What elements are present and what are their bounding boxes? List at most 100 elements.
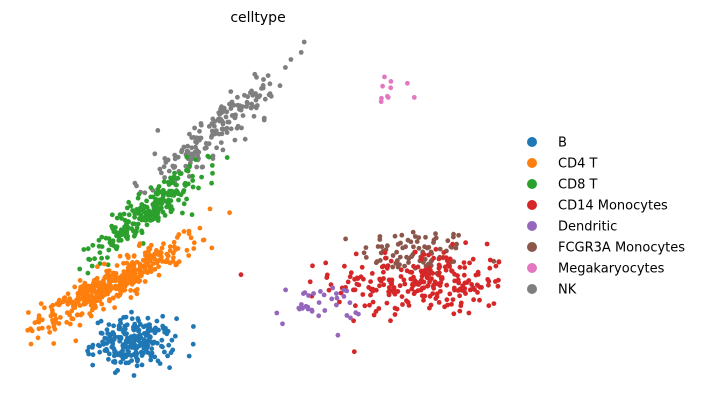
scatter-point [412, 249, 418, 255]
scatter-point [392, 305, 398, 311]
scatter-point [139, 353, 145, 358]
scatter-point [125, 335, 131, 341]
scatter-point [433, 235, 439, 241]
scatter-point [496, 259, 502, 265]
scatter-point [376, 306, 382, 311]
scatter-point [152, 354, 158, 360]
scatter-point [78, 312, 84, 318]
scatter-point [193, 144, 198, 150]
scatter-point [412, 278, 418, 283]
scatter-point [28, 341, 34, 347]
scatter-point [160, 259, 165, 264]
scatter-point [444, 282, 450, 288]
scatter-point [90, 352, 96, 358]
scatter-point [418, 280, 423, 285]
scatter-point [334, 295, 340, 301]
scatter-point [326, 287, 332, 293]
scatter-point [85, 270, 91, 276]
scatter-point [171, 192, 177, 198]
scatter-point [28, 326, 33, 332]
scatter-point [142, 265, 148, 271]
scatter-point [404, 254, 409, 260]
scatter-point [469, 282, 474, 287]
scatter-point [297, 306, 302, 312]
scatter-point [427, 305, 432, 311]
scatter-point [402, 281, 408, 287]
scatter-point [85, 295, 90, 300]
scatter-point [137, 241, 143, 247]
scatter-point [181, 188, 187, 193]
legend-label: CD4 T [558, 157, 597, 172]
scatter-point [187, 131, 192, 137]
scatter-point [135, 325, 140, 330]
scatter-point [477, 297, 482, 303]
scatter-point [167, 188, 172, 194]
scatter-point [155, 258, 161, 264]
scatter-point [104, 327, 110, 333]
scatter-point [228, 89, 234, 94]
scatter-point [58, 315, 63, 320]
scatter-point [436, 256, 442, 262]
scatter-point [106, 356, 111, 362]
scatter-point [369, 271, 375, 276]
scatter-point [380, 83, 385, 89]
scatter-point [110, 238, 116, 244]
scatter-point [92, 256, 97, 262]
scatter-point [134, 351, 140, 356]
scatter-point [212, 131, 218, 136]
scatter-point [160, 187, 166, 193]
scatter-point [440, 255, 446, 260]
scatter-point [310, 263, 315, 269]
scatter-point [77, 322, 83, 328]
scatter-point [151, 339, 157, 345]
scatter-point [164, 331, 170, 337]
scatter-point [197, 225, 203, 231]
scatter-point [148, 194, 154, 200]
scatter-point [341, 294, 347, 299]
scatter-point [109, 212, 115, 218]
scatter-point [390, 264, 396, 270]
scatter-point [329, 296, 335, 302]
scatter-point [254, 103, 260, 108]
scatter-point [134, 287, 140, 292]
scatter-point [77, 278, 83, 283]
scatter-point [447, 256, 453, 262]
scatter-point [280, 321, 285, 327]
scatter-point [159, 201, 165, 207]
scatter-point [209, 163, 215, 168]
scatter-point [109, 242, 114, 248]
scatter-point [86, 344, 92, 350]
scatter-point [172, 170, 177, 176]
scatter-point [348, 270, 354, 276]
scatter-point [86, 351, 92, 357]
scatter-point [228, 126, 234, 132]
scatter-point [475, 290, 480, 295]
scatter-point [449, 301, 454, 307]
scatter-point [127, 339, 133, 344]
scatter-point [242, 136, 248, 142]
scatter-point [404, 298, 409, 304]
scatter-point [176, 259, 182, 265]
scatter-point [124, 331, 129, 336]
scatter-point [118, 352, 124, 357]
scatter-point [451, 231, 456, 237]
scatter-point [129, 226, 135, 232]
scatter-point [442, 304, 447, 310]
scatter-point [438, 280, 444, 285]
scatter-point [120, 356, 126, 362]
scatter-point [110, 295, 116, 301]
scatter-point [457, 308, 463, 314]
scatter-point [323, 260, 329, 266]
scatter-point [436, 300, 442, 305]
scatter-point [204, 145, 209, 151]
scatter-point [171, 165, 177, 170]
scatter-point [129, 309, 134, 315]
scatter-point [100, 293, 106, 299]
scatter-point [105, 291, 110, 297]
scatter-point [154, 318, 160, 324]
scatter-point [144, 198, 150, 204]
scatter-point [175, 154, 181, 160]
scatter-point [181, 144, 187, 150]
scatter-point [71, 304, 76, 310]
scatter-point [252, 71, 258, 77]
